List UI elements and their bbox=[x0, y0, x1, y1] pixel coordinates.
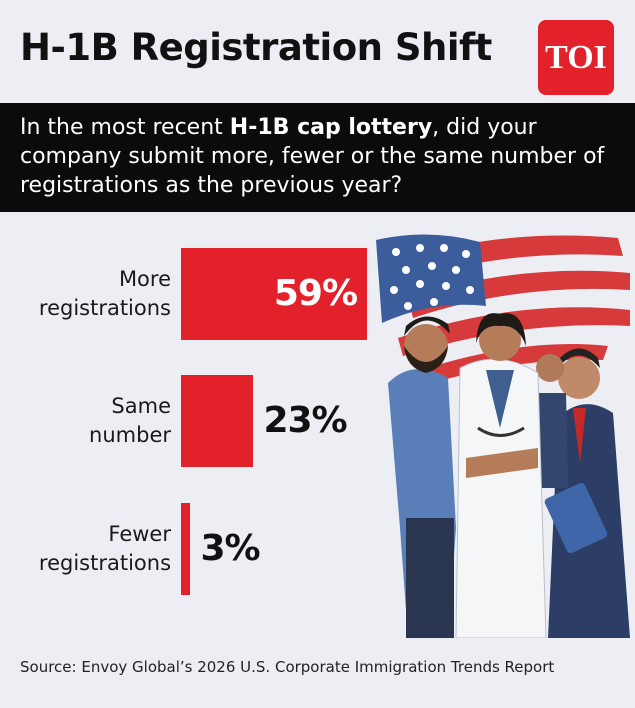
value-label: 23% bbox=[263, 400, 347, 441]
illustration bbox=[376, 234, 630, 638]
bar bbox=[181, 375, 254, 467]
bar bbox=[181, 248, 367, 340]
value-label: 3% bbox=[200, 528, 260, 569]
canton bbox=[376, 234, 486, 323]
question-bold: H-1B cap lottery bbox=[229, 115, 433, 140]
chart-title: H-1B Registration Shift bbox=[20, 26, 492, 69]
category-label: More registrations bbox=[38, 267, 171, 320]
logo: TOI bbox=[538, 20, 614, 95]
scrubs bbox=[486, 370, 514, 428]
stripe bbox=[403, 344, 608, 390]
head bbox=[404, 324, 448, 368]
flag bbox=[376, 234, 630, 390]
head bbox=[558, 357, 600, 399]
question-text: In the most recent bbox=[20, 115, 230, 140]
hair bbox=[404, 316, 450, 336]
question: In the most recent H-1B cap lottery, did… bbox=[20, 113, 620, 200]
question-banner bbox=[0, 103, 635, 212]
beard bbox=[404, 346, 448, 373]
hair bbox=[476, 313, 526, 346]
question-text: , did your company submit more, fewer or… bbox=[20, 115, 605, 198]
head bbox=[536, 354, 564, 382]
stars bbox=[390, 244, 474, 310]
arms bbox=[466, 448, 538, 478]
category-label: Same number bbox=[89, 394, 172, 447]
stethoscope bbox=[477, 426, 525, 437]
category-label: Fewer registrations bbox=[38, 522, 172, 575]
head bbox=[479, 319, 521, 361]
folder bbox=[544, 482, 608, 554]
people bbox=[388, 313, 630, 638]
source: Source: Envoy Global’s 2026 U.S. Corpora… bbox=[20, 658, 555, 676]
bar bbox=[181, 503, 191, 595]
trousers bbox=[406, 518, 454, 638]
hair bbox=[558, 348, 600, 368]
tie bbox=[573, 408, 586, 463]
value-label: 59% bbox=[273, 273, 358, 314]
stripe bbox=[398, 307, 630, 356]
stripe bbox=[408, 270, 630, 318]
